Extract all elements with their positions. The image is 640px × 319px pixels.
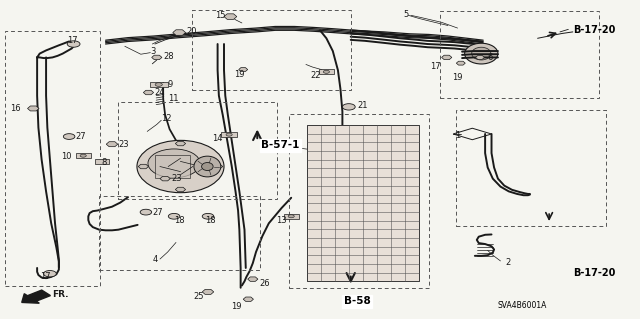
Text: 24: 24 [155,88,165,97]
Ellipse shape [472,47,491,60]
Text: 22: 22 [311,71,321,80]
Bar [289,114,429,288]
Bar [456,110,606,226]
Bar [221,132,237,137]
Text: 13: 13 [276,216,287,225]
Circle shape [44,271,56,277]
Polygon shape [224,14,237,19]
Text: 17: 17 [40,272,51,281]
Bar [319,70,334,74]
Text: 1: 1 [456,131,461,140]
Text: 27: 27 [152,208,163,217]
Text: 19: 19 [452,73,462,82]
Polygon shape [160,176,170,181]
Text: 5: 5 [403,10,408,19]
Ellipse shape [465,43,498,64]
Bar [440,11,599,98]
Text: 3: 3 [150,47,156,56]
Polygon shape [152,55,162,60]
Ellipse shape [194,156,221,177]
Bar [307,125,419,281]
Polygon shape [456,61,465,65]
Text: 12: 12 [161,114,172,123]
Text: 27: 27 [76,132,86,141]
Bar [76,153,91,158]
Polygon shape [175,187,186,192]
Polygon shape [442,55,452,60]
Circle shape [80,154,86,157]
Polygon shape [106,142,118,147]
Circle shape [155,83,163,86]
Bar [192,10,351,90]
Circle shape [202,213,214,219]
Text: 19: 19 [232,302,242,311]
Bar [284,214,299,219]
Text: B-17-20: B-17-20 [573,25,615,35]
Ellipse shape [202,163,213,170]
Bar [5,31,100,286]
Text: 19: 19 [234,70,244,78]
Ellipse shape [137,140,224,193]
Polygon shape [138,164,148,169]
Text: 23: 23 [172,174,182,183]
Text: 11: 11 [168,94,178,103]
Circle shape [63,134,75,139]
Text: 8: 8 [101,158,106,167]
Circle shape [140,209,152,215]
Bar [118,102,277,199]
Text: 20: 20 [187,27,197,36]
Text: 2: 2 [506,258,511,267]
Text: 26: 26 [259,279,270,288]
Polygon shape [476,56,484,59]
Polygon shape [202,289,214,294]
Text: 28: 28 [163,52,174,61]
Circle shape [67,41,80,47]
Bar [150,82,168,87]
Text: B-17-20: B-17-20 [573,268,615,278]
Text: SVA4B6001A: SVA4B6001A [498,301,547,310]
Text: 23: 23 [118,140,129,149]
Text: 16: 16 [10,104,21,113]
Text: 17: 17 [430,63,441,71]
Polygon shape [175,141,186,146]
Text: 17: 17 [67,36,78,45]
Text: 4: 4 [152,256,157,264]
Polygon shape [28,106,39,111]
Text: 9: 9 [168,80,173,89]
Text: 6: 6 [488,53,493,62]
FancyArrow shape [22,290,51,303]
Polygon shape [212,164,223,169]
Polygon shape [173,30,186,35]
Text: 21: 21 [357,101,367,110]
Text: FR.: FR. [52,290,69,299]
Bar [95,159,109,164]
Text: B-57-1: B-57-1 [261,140,300,150]
Polygon shape [143,90,154,95]
Circle shape [323,70,330,73]
Polygon shape [248,277,258,281]
Text: 18: 18 [174,216,185,225]
Ellipse shape [148,149,200,178]
Text: 15: 15 [215,11,225,20]
Text: 14: 14 [212,134,223,143]
Bar [155,155,190,178]
Circle shape [342,104,355,110]
Text: 10: 10 [61,152,72,161]
Text: 18: 18 [205,216,216,225]
Bar [99,196,260,270]
Text: B-58: B-58 [344,296,371,307]
Polygon shape [239,68,248,71]
Circle shape [226,133,232,136]
Text: 25: 25 [193,292,204,300]
Polygon shape [243,297,253,301]
Circle shape [288,215,294,218]
Text: 7: 7 [267,142,272,151]
Circle shape [168,213,180,219]
